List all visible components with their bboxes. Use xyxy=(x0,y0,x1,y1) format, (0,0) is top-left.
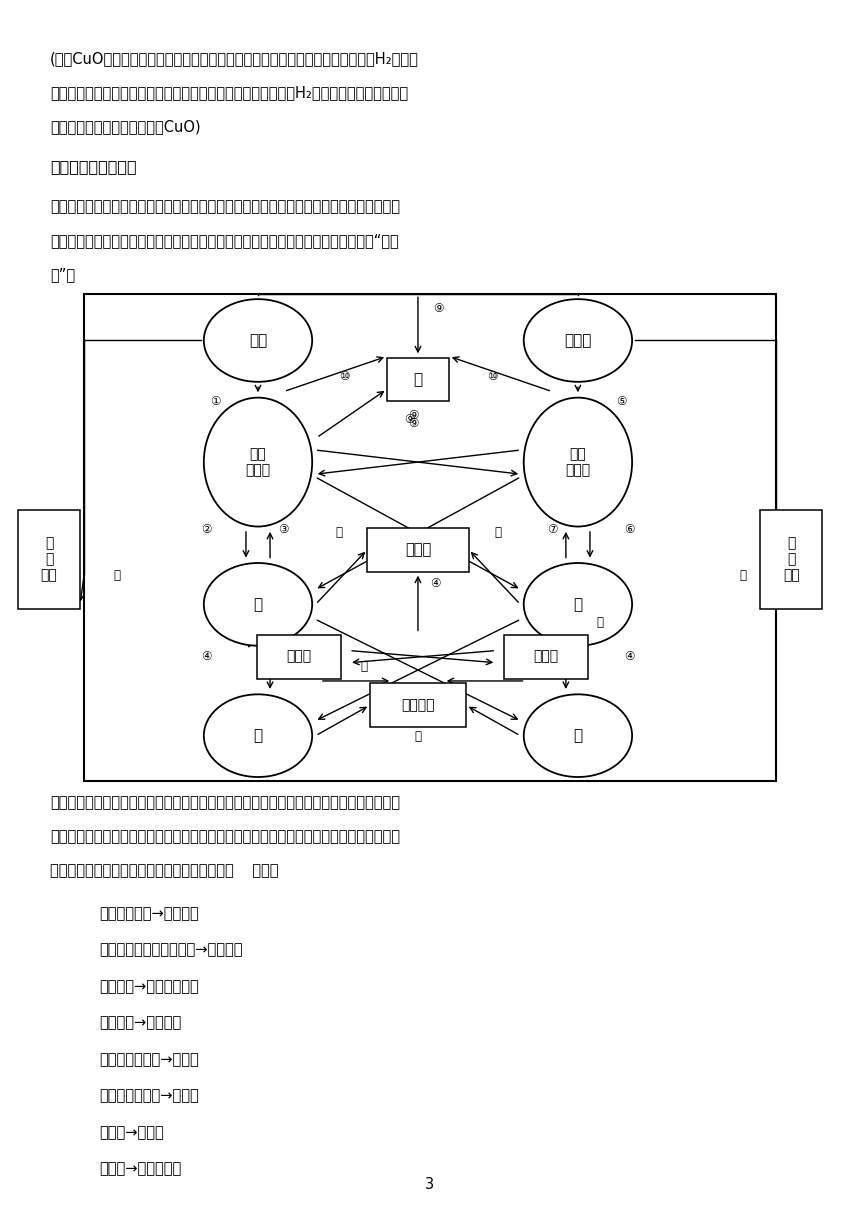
Text: 盐: 盐 xyxy=(414,372,422,387)
Text: 热，防止氢气与空气混合加热时发生爆炸；实验停止后，继续通H₂，直至试管冷却，防止灸: 热，防止氢气与空气混合加热时发生爆炸；实验停止后，继续通H₂，直至试管冷却，防止… xyxy=(50,85,408,100)
Text: 盐: 盐 xyxy=(254,728,262,743)
Text: 笼性氧化物＋酸→盐＋水: 笼性氧化物＋酸→盐＋水 xyxy=(99,1088,199,1103)
Text: 酸性
氧剴物: 酸性 氧剴物 xyxy=(565,447,591,477)
FancyBboxPatch shape xyxy=(504,635,588,679)
Ellipse shape xyxy=(204,398,312,527)
Text: ⑲: ⑲ xyxy=(335,527,342,539)
Text: 图中每一条线都表示各种物质间的相互关系。从一种物质出发就是这种物质的主要性质，箭: 图中每一条线都表示各种物质间的相互关系。从一种物质出发就是这种物质的主要性质，箭 xyxy=(50,795,400,810)
Text: ⑦: ⑦ xyxy=(547,523,557,536)
Text: ⑱: ⑱ xyxy=(494,527,501,539)
Text: 笼和盐: 笼和盐 xyxy=(286,649,312,664)
Text: 酸＋笼→盐＋水: 酸＋笼→盐＋水 xyxy=(99,1125,163,1139)
Ellipse shape xyxy=(204,299,312,382)
Ellipse shape xyxy=(524,299,632,382)
Text: 头的指向就是这种物质的制备。图中横向表明了不同类物质间的相互转化关系，这些反应都: 头的指向就是这种物质的制备。图中横向表明了不同类物质间的相互转化关系，这些反应都 xyxy=(50,829,400,844)
Text: ⑳: ⑳ xyxy=(596,617,603,629)
Text: 酸和盐: 酸和盐 xyxy=(533,649,559,664)
FancyBboxPatch shape xyxy=(257,635,341,679)
Ellipse shape xyxy=(524,694,632,777)
Text: 盐: 盐 xyxy=(574,728,582,743)
Text: (盛放CuO的试管口略向下倾斜，防止生成的水流入试管底部，使试管炸裂；先通H₂，再加: (盛放CuO的试管口略向下倾斜，防止生成的水流入试管底部，使试管炸裂；先通H₂，… xyxy=(50,51,419,66)
Text: ④: ④ xyxy=(201,651,212,663)
Text: 盐
＋
氢气: 盐 ＋ 氢气 xyxy=(783,536,800,582)
Text: ③: ③ xyxy=(279,523,289,536)
Text: ⑪: ⑪ xyxy=(415,731,421,743)
Text: ②: ② xyxy=(201,523,212,536)
Text: 热的铜被空气中的氧气氧化成CuO): 热的铜被空气中的氧气氧化成CuO) xyxy=(50,119,200,134)
FancyBboxPatch shape xyxy=(387,358,449,401)
Text: 金属＋酸→盐＋氢气: 金属＋酸→盐＋氢气 xyxy=(99,1015,181,1030)
Text: 盐和水: 盐和水 xyxy=(405,542,431,557)
FancyBboxPatch shape xyxy=(370,683,466,727)
Text: ⑨: ⑨ xyxy=(404,413,415,426)
Text: 酸: 酸 xyxy=(574,597,582,612)
Text: 金属＋非金属→无氧酸盐: 金属＋非金属→无氧酸盐 xyxy=(99,906,199,921)
Text: ⑩: ⑩ xyxy=(487,371,497,383)
FancyBboxPatch shape xyxy=(760,510,822,609)
Text: 酸性氧化物＋盐→盐＋水: 酸性氧化物＋盐→盐＋水 xyxy=(99,1052,199,1066)
Text: 两种新盐: 两种新盐 xyxy=(402,698,434,713)
Ellipse shape xyxy=(204,563,312,646)
Text: 金属＋盐→新盐＋新金属: 金属＋盐→新盐＋新金属 xyxy=(99,979,199,993)
Text: ④: ④ xyxy=(624,651,635,663)
Text: 非金属: 非金属 xyxy=(564,333,592,348)
Text: 笼性
氧化物: 笼性 氧化物 xyxy=(245,447,271,477)
Text: 生成盐这类共同产物，由此可得出十种生成盐的    方法：: 生成盐这类共同产物，由此可得出十种生成盐的 方法： xyxy=(50,863,279,878)
Text: ④: ④ xyxy=(430,578,440,590)
Text: ⑩: ⑩ xyxy=(339,371,349,383)
Ellipse shape xyxy=(524,563,632,646)
Text: 四、物质转化的规律: 四、物质转化的规律 xyxy=(50,159,137,174)
Text: ⑨: ⑨ xyxy=(408,410,419,422)
Text: 酸＋盐→新酸＋新盐: 酸＋盐→新酸＋新盐 xyxy=(99,1161,181,1176)
Text: ⑯: ⑯ xyxy=(740,569,746,581)
Text: 笼性氧化物＋酸性氧化物→含氧酸盐: 笼性氧化物＋酸性氧化物→含氧酸盐 xyxy=(99,942,243,957)
FancyBboxPatch shape xyxy=(18,510,80,609)
FancyBboxPatch shape xyxy=(367,528,469,572)
Text: 笼: 笼 xyxy=(254,597,262,612)
Text: 掌据尤为重要。对其进行总结归纳的方法多种多样，如图为归纳物质转化规律常见的“八圈: 掌据尤为重要。对其进行总结归纳的方法多种多样，如图为归纳物质转化规律常见的“八圈 xyxy=(50,233,399,248)
Ellipse shape xyxy=(524,398,632,527)
Text: ⑨: ⑨ xyxy=(408,417,419,429)
Ellipse shape xyxy=(204,694,312,777)
Text: ⑨: ⑨ xyxy=(433,303,444,315)
Text: 金属: 金属 xyxy=(249,333,267,348)
Text: 图”。: 图”。 xyxy=(50,268,75,282)
Text: 盐
＋
金属: 盐 ＋ 金属 xyxy=(40,536,58,582)
Text: 3: 3 xyxy=(426,1177,434,1192)
Text: ⑴: ⑴ xyxy=(360,660,367,672)
Text: ⑤: ⑤ xyxy=(616,395,626,407)
Text: 单质、氧化物、酸、笼、盐之间的相互关系历来是中考的重点。将它们的知识网络化、熟练: 单质、氧化物、酸、笼、盐之间的相互关系历来是中考的重点。将它们的知识网络化、熟练 xyxy=(50,199,400,214)
Text: ⑰: ⑰ xyxy=(114,569,120,581)
Text: ⑥: ⑥ xyxy=(624,523,635,536)
Text: ①: ① xyxy=(210,395,220,407)
